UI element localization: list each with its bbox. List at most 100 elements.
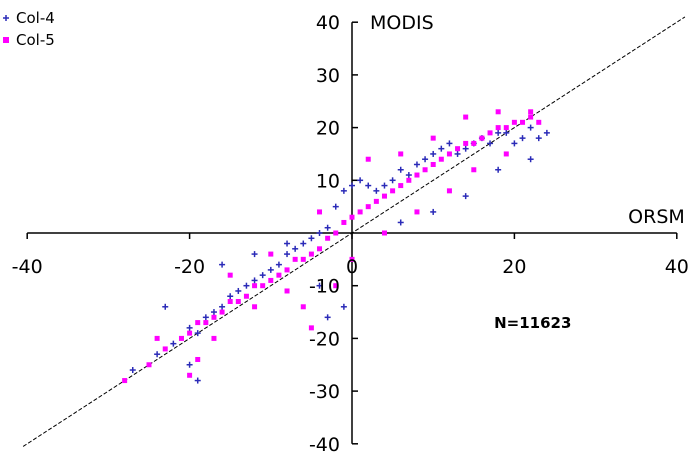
col4-point xyxy=(340,303,347,310)
col4-point xyxy=(430,208,437,215)
col4-point xyxy=(340,187,347,194)
col4-point xyxy=(243,282,250,289)
col4-point xyxy=(251,277,258,284)
col4-point xyxy=(438,145,445,152)
col4-point xyxy=(284,240,291,247)
x-tick-label: 20 xyxy=(502,256,526,278)
col5-point xyxy=(398,151,404,157)
col5-point xyxy=(471,140,477,146)
legend-item-1: Col-4 xyxy=(3,9,55,27)
col5-point xyxy=(187,330,193,336)
col5-point xyxy=(471,167,477,173)
col4-point xyxy=(324,224,331,231)
col4-point xyxy=(397,219,404,226)
col5-point xyxy=(187,372,193,378)
col4-point xyxy=(503,129,510,136)
col4-point xyxy=(511,140,518,147)
col5-point xyxy=(260,283,266,289)
col5-point xyxy=(430,135,436,141)
col4-point xyxy=(527,124,534,131)
col5-point xyxy=(511,119,517,125)
col4-point xyxy=(259,272,266,279)
y-tick-label: 40 xyxy=(316,12,340,34)
col4-point xyxy=(462,145,469,152)
col4-point xyxy=(219,261,226,268)
col4-point xyxy=(267,266,274,273)
col5-point xyxy=(398,183,404,189)
col4-point xyxy=(430,150,437,157)
col5-point xyxy=(365,204,371,210)
x-tick-label: -40 xyxy=(12,256,43,278)
col5-point xyxy=(317,246,323,252)
col4-point xyxy=(308,235,315,242)
col5-point xyxy=(300,304,306,310)
col4-point xyxy=(422,156,429,163)
legend-marker xyxy=(3,37,9,43)
col5-point xyxy=(276,272,282,278)
col4-point xyxy=(487,140,494,147)
y-tick-label: -20 xyxy=(309,328,340,350)
col4-point xyxy=(389,177,396,184)
x-tick-label: 0 xyxy=(346,256,358,278)
col5-point xyxy=(146,362,152,368)
col5-point xyxy=(503,151,509,157)
col5-point xyxy=(536,119,542,125)
legend-item-2: Col-5 xyxy=(3,31,55,49)
col5-point xyxy=(406,177,412,183)
col5-point xyxy=(333,230,339,236)
col4-point xyxy=(219,303,226,310)
col4-point xyxy=(365,182,372,189)
col4-point xyxy=(292,245,299,252)
col5-point xyxy=(227,272,233,278)
col5-point xyxy=(178,335,184,341)
col4-point xyxy=(194,377,201,384)
col4-point xyxy=(202,314,209,321)
col5-point xyxy=(300,256,306,262)
y-tick-label: 10 xyxy=(316,170,340,192)
col5-point xyxy=(463,114,469,120)
col5-point xyxy=(446,151,452,157)
col5-point xyxy=(195,356,201,362)
x-tick-label: -20 xyxy=(174,256,205,278)
col5-point xyxy=(227,299,233,305)
y-axis-title: MODIS xyxy=(370,12,434,34)
col5-point xyxy=(357,209,363,215)
col4-point xyxy=(446,140,453,147)
col4-point xyxy=(454,150,461,157)
col5-point xyxy=(446,188,452,194)
col5-point xyxy=(528,114,534,120)
x-axis-title: ORSM xyxy=(628,206,685,228)
col4-point xyxy=(316,282,323,289)
col4-point xyxy=(495,129,502,136)
col5-point xyxy=(341,219,347,225)
col4-point xyxy=(251,251,258,258)
col5-point xyxy=(235,299,241,305)
y-tick-label: 30 xyxy=(316,65,340,87)
col5-point xyxy=(292,256,298,262)
col5-point xyxy=(243,293,249,299)
col5-point xyxy=(365,156,371,162)
col5-point xyxy=(317,209,323,215)
col4-point xyxy=(194,330,201,337)
col5-point xyxy=(528,109,534,115)
col4-point xyxy=(324,314,331,321)
col5-point xyxy=(390,188,396,194)
col4-point xyxy=(527,156,534,163)
col5-point xyxy=(154,335,160,341)
col4-point xyxy=(349,182,355,189)
col4-point xyxy=(210,309,217,316)
col4-point xyxy=(373,187,380,194)
col5-point xyxy=(495,109,501,115)
y-tick-label: -40 xyxy=(309,434,340,456)
col5-point xyxy=(520,119,526,125)
col5-point xyxy=(495,125,501,131)
col4-point xyxy=(381,182,388,189)
col5-point xyxy=(203,320,209,326)
col5-point xyxy=(195,320,201,326)
col5-point xyxy=(414,209,420,215)
col4-point xyxy=(397,166,404,173)
col5-point xyxy=(211,314,217,320)
col4-point xyxy=(357,177,364,184)
col4-point xyxy=(129,367,136,374)
col4-point xyxy=(275,261,282,268)
